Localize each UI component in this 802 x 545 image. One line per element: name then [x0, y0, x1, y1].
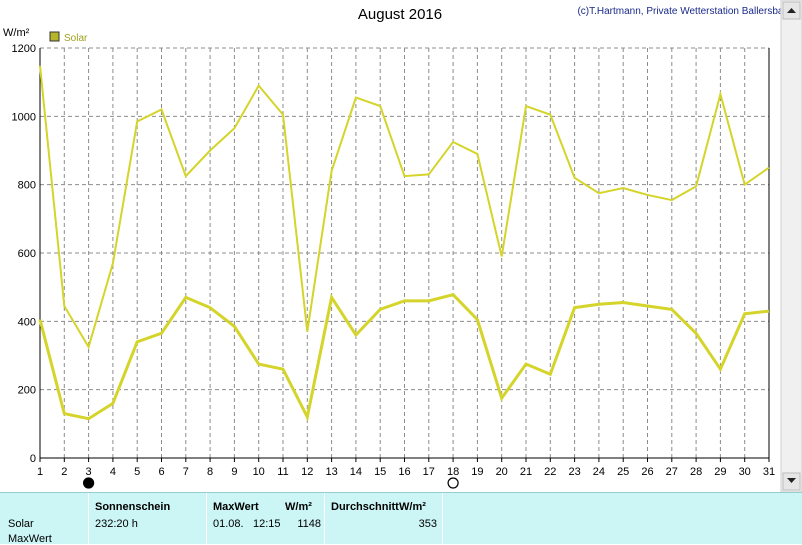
durchschnitt-column: Durchschnitt W/m² 353	[324, 493, 443, 544]
x-tick-label: 12	[301, 466, 313, 478]
x-tick-label: 27	[666, 466, 678, 478]
x-tick-label: 2	[61, 466, 67, 478]
x-tick-label: 19	[471, 466, 483, 478]
x-tick-label: 11	[277, 466, 288, 478]
y-tick-label: 400	[18, 316, 36, 328]
row-label-solar: Solar	[8, 518, 34, 530]
x-tick-label: 28	[690, 466, 702, 478]
y-tick-label: 800	[18, 180, 36, 192]
x-tick-label: 26	[641, 466, 653, 478]
durchschnitt-header: Durchschnitt	[331, 501, 399, 513]
legend: Solar	[49, 31, 88, 44]
legend-swatch-solar	[49, 31, 60, 42]
maxwert-unit: W/m²	[285, 501, 312, 513]
y-axis-unit: W/m²	[3, 27, 30, 39]
x-tick-label: 22	[544, 466, 556, 478]
x-tick-label: 30	[739, 466, 751, 478]
vertical-scrollbar[interactable]	[780, 0, 802, 492]
y-tick-label: 200	[18, 385, 36, 397]
maxwert-date: 01.08.	[213, 518, 244, 530]
maxwert-column: MaxWert W/m² 01.08. 12:15 1148	[206, 493, 325, 544]
series-line-max	[39, 65, 770, 350]
sonnenschein-header: Sonnenschein	[95, 501, 171, 513]
maxwert-value: 1148	[297, 518, 321, 530]
legend-label-solar: Solar	[64, 33, 88, 44]
x-tick-label: 25	[617, 466, 629, 478]
x-tick-label: 7	[183, 466, 189, 478]
y-tick-label: 1200	[12, 43, 36, 55]
x-tick-label: 10	[253, 466, 265, 478]
y-tick-label: 600	[18, 248, 36, 260]
x-tick-label: 29	[714, 466, 726, 478]
y-tick-label: 0	[30, 453, 36, 465]
x-tick-label: 15	[374, 466, 386, 478]
series-line-average	[38, 293, 770, 422]
scroll-up-arrow-icon[interactable]	[787, 8, 796, 13]
empty-column	[442, 493, 802, 544]
durchschnitt-unit: W/m²	[399, 501, 426, 513]
x-tick-label: 31	[763, 466, 775, 478]
x-tick-label: 16	[398, 466, 410, 478]
x-tick-label: 20	[496, 466, 508, 478]
row-label-maxwert: MaxWert	[8, 533, 52, 545]
new-moon-marker	[82, 477, 95, 489]
x-tick-label: 21	[520, 466, 532, 478]
copyright-note: (c)T.Hartmann, Private Wetterstation Bal…	[577, 6, 794, 17]
statistics-panel: Solar MaxWert Sonnenschein 232:20 h MaxW…	[0, 492, 802, 545]
y-tick-label: 1000	[12, 111, 36, 123]
x-tick-label: 23	[568, 466, 580, 478]
full-moon-marker	[447, 477, 459, 489]
x-tick-label: 5	[134, 466, 140, 478]
x-tick-label: 8	[207, 466, 213, 478]
x-tick-label: 24	[593, 466, 605, 478]
x-tick-label: 4	[110, 466, 116, 478]
x-tick-label: 18	[447, 466, 459, 478]
x-tick-label: 17	[423, 466, 435, 478]
durchschnitt-value: 353	[418, 518, 437, 530]
x-tick-label: 3	[86, 466, 92, 478]
x-tick-label: 14	[350, 466, 362, 478]
scroll-down-arrow-icon[interactable]	[787, 478, 796, 483]
sonnenschein-column: Sonnenschein 232:20 h	[88, 493, 207, 544]
chart-title: August 2016	[357, 6, 443, 23]
x-tick-label: 1	[37, 466, 43, 478]
maxwert-header: MaxWert	[213, 501, 259, 513]
maxwert-time: 12:15	[253, 518, 281, 530]
sonnenschein-value: 232:20 h	[95, 518, 138, 530]
x-tick-label: 9	[231, 466, 237, 478]
x-tick-label: 6	[158, 466, 164, 478]
x-tick-label: 13	[325, 466, 337, 478]
